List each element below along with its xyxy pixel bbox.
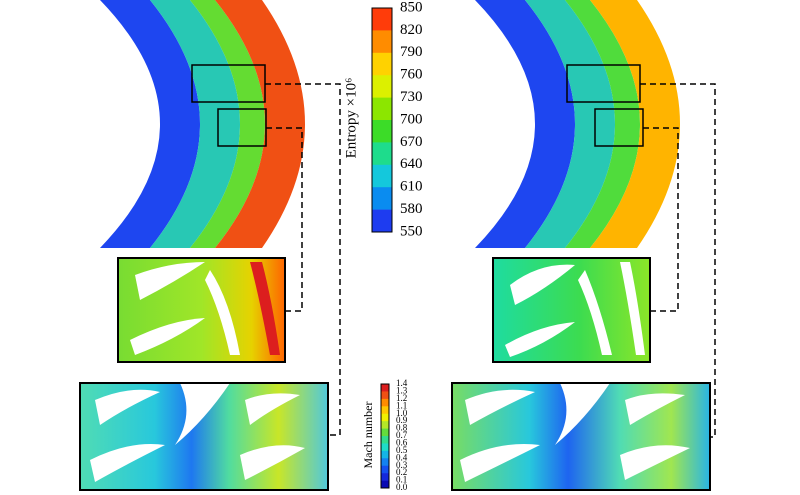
entropy-contour-left	[100, 0, 305, 248]
colorbar-tick-label: 820	[400, 22, 423, 38]
entropy-contour-right	[475, 0, 680, 248]
colorbar-tick-label: 0.2	[396, 467, 407, 477]
colorbar-tick-label: 1.3	[396, 385, 408, 395]
colorbar-segment	[372, 209, 392, 233]
colorbar-segment	[381, 443, 389, 452]
colorbar-segment	[372, 8, 392, 31]
colorbar-segment	[372, 52, 392, 76]
entropy-label: Entropy ×10⁶	[343, 78, 359, 159]
colorbar-segment	[381, 480, 389, 489]
colorbar-tick-label: 1.0	[396, 408, 408, 418]
colorbar-tick-label: 0.3	[396, 460, 408, 470]
colorbar-tick-label: 0.4	[396, 452, 408, 462]
colorbar-tick-label: 550	[400, 223, 423, 239]
colorbar-tick-label: 850	[400, 0, 423, 15]
colorbar-tick-label: 0.8	[396, 423, 408, 433]
connectors	[265, 83, 716, 438]
colorbar-tick-label: 640	[400, 156, 423, 172]
colorbar-tick-label: 1.1	[396, 400, 407, 410]
colorbar-tick-label: 580	[400, 201, 423, 217]
colorbar-segment	[372, 97, 392, 121]
colorbar-segment	[381, 413, 389, 422]
colorbar-tick-label: 670	[400, 134, 423, 150]
colorbar-tick-label: 0.6	[396, 437, 408, 447]
colorbar-tick-label: 790	[400, 44, 423, 60]
colorbar-segment	[381, 421, 389, 429]
colorbar-segment	[381, 465, 389, 474]
inset-mach-right	[451, 382, 711, 491]
colorbar-segment	[372, 142, 392, 166]
colorbar-frame	[371, 7, 393, 233]
colorbar-segment	[381, 473, 389, 481]
colorbar-segment	[372, 75, 392, 98]
colorbar-segment	[381, 458, 389, 467]
colorbars: 8508207907607307006706406105805501.41.31…	[371, 0, 423, 492]
colorbar-segment	[372, 120, 392, 143]
colorbar-segment	[372, 187, 392, 210]
colorbar-segment	[381, 428, 389, 437]
colorbar-tick-label: 0.0	[396, 482, 408, 492]
colorbar-segment	[381, 384, 389, 392]
colorbar-segment	[372, 30, 392, 54]
colorbar-segment	[372, 164, 392, 188]
colorbar-tick-label: 0.5	[396, 445, 408, 455]
colorbar-segment	[381, 436, 389, 444]
colorbar-tick-label: 0.7	[396, 430, 408, 440]
colorbar-segment	[381, 450, 389, 459]
colorbar-segment	[381, 391, 389, 400]
colorbar-tick-label: 0.1	[396, 475, 407, 485]
colorbar-tick-label: 0.9	[396, 415, 408, 425]
colorbar-frame	[380, 383, 390, 489]
colorbar-tick-label: 1.4	[396, 378, 408, 388]
colorbar-tick-label: 1.2	[396, 393, 407, 403]
colorbar-segment	[381, 398, 389, 407]
mach-label: Mach number	[361, 402, 375, 469]
colorbar-tick-label: 730	[400, 89, 423, 105]
colorbar-tick-label: 760	[400, 67, 423, 83]
colorbar-tick-label: 700	[400, 111, 423, 127]
colorbar-tick-label: 610	[400, 179, 423, 195]
inset-mach-left	[79, 382, 329, 491]
inset-entropy-right	[492, 257, 651, 363]
inset-entropy-left	[117, 257, 286, 363]
colorbar-segment	[381, 406, 389, 415]
